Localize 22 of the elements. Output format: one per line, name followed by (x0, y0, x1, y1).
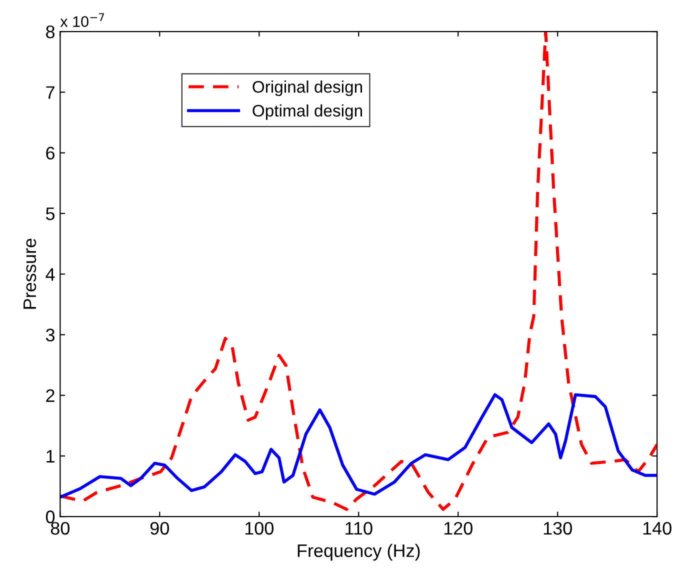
x-tick-label: 130 (544, 522, 572, 535)
legend-label: Original design (252, 80, 362, 96)
y-tick-label: 1 (46, 450, 54, 463)
x-tick-label: 100 (245, 522, 274, 535)
legend-label: Optimal design (252, 104, 362, 120)
x-tick-label: 140 (643, 522, 672, 535)
y-axis-title: Pressure (24, 238, 36, 309)
y-tick-label: 0 (46, 510, 55, 524)
x-tick-label: 80 (50, 522, 70, 535)
x-axis-title: Frequency (Hz) (298, 544, 420, 561)
y-tick-label: 5 (46, 208, 55, 220)
y-tick-label: 3 (46, 328, 55, 342)
y-tick-label: 7 (46, 86, 54, 99)
y-tick-label: 2 (46, 389, 54, 402)
x-tick-label: 120 (444, 522, 472, 535)
text: x 10$^{−7}$ (60, 13, 104, 27)
x-tick-label: 90 (150, 522, 169, 535)
y-tick-label: 6 (46, 146, 55, 160)
x-tick-label: 110 (346, 522, 372, 535)
y-tick-label: 8 (46, 26, 55, 38)
line-series (60, 393, 658, 499)
y-tick-label: 4 (46, 268, 55, 281)
